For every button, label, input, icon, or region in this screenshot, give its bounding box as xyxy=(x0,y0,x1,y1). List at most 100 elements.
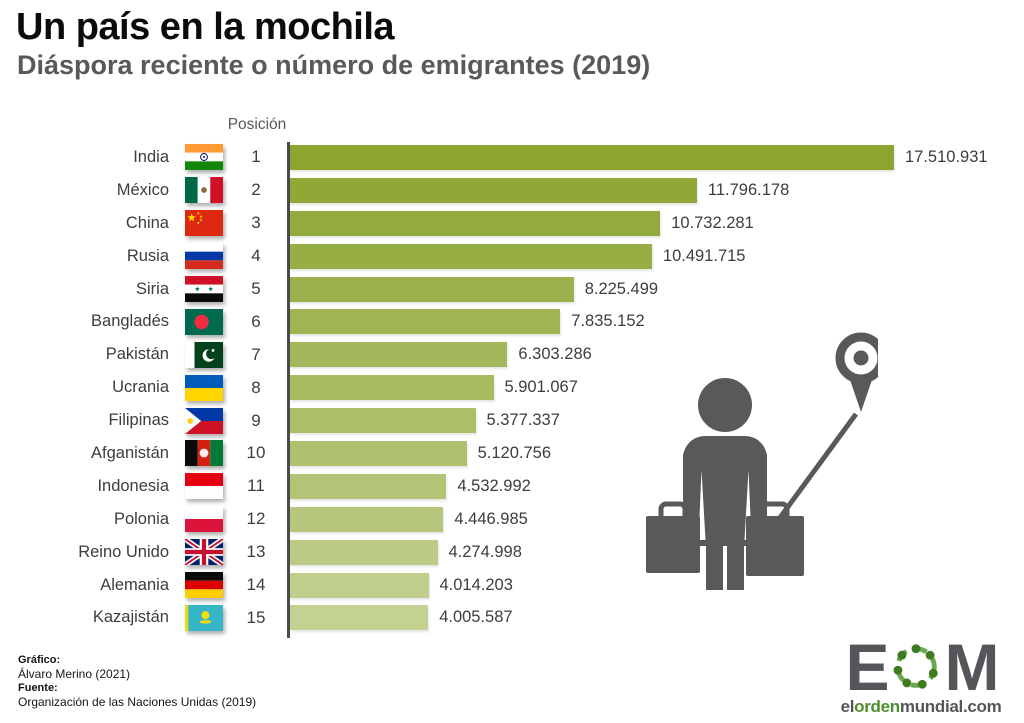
position-number: 8 xyxy=(251,377,261,397)
suitcase-right-icon xyxy=(746,501,804,576)
footer-credits: Gráfico: Álvaro Merino (2021) Fuente: Or… xyxy=(18,653,256,709)
eom-letters: E M xyxy=(845,630,1000,704)
header: Un país en la mochila Diáspora reciente … xyxy=(16,6,650,80)
bar xyxy=(290,342,508,368)
bar xyxy=(290,375,494,401)
flag-germany-icon xyxy=(185,572,225,599)
bar xyxy=(290,605,429,631)
flag-bangladesh-icon xyxy=(185,308,225,335)
country-row: Afganistán 10 5.120.756 xyxy=(12,437,1014,470)
credit-label: Gráfico: xyxy=(18,654,61,666)
country-row: Alemania 14 4.014.203 xyxy=(12,569,1014,602)
flag-indonesia-icon xyxy=(185,473,225,500)
page-title: Un país en la mochila xyxy=(16,6,395,48)
bar-chart: India 1 17.510.931 México 2 11.796.178 China 3 1… xyxy=(12,141,1014,634)
position-number: 5 xyxy=(251,279,261,298)
country-row: Siria 5 8.225.499 xyxy=(12,273,1014,306)
value-label: 4.532.992 xyxy=(457,476,531,495)
value-label: 4.446.985 xyxy=(454,509,528,528)
country-label: Filipinas xyxy=(108,411,169,430)
flag-china-icon xyxy=(185,210,225,237)
country-label: Alemania xyxy=(100,575,169,594)
bar xyxy=(290,177,697,203)
flag-syria-icon xyxy=(185,276,225,302)
eom-letter-m: M xyxy=(944,630,1000,704)
flag-poland-icon xyxy=(185,506,225,533)
flag-pakistan-icon xyxy=(185,341,225,368)
selfie-stick xyxy=(765,412,859,536)
country-label: China xyxy=(125,213,169,232)
bar xyxy=(290,440,467,466)
map-pin-icon xyxy=(835,332,887,412)
traveler-illustration-svg xyxy=(646,332,887,590)
position-column-header: Posición xyxy=(227,116,287,133)
source-label: Fuente: xyxy=(18,682,58,694)
country-label: Indonesia xyxy=(97,476,169,495)
country-row: Ucrania 8 5.901.067 xyxy=(12,371,1014,404)
flag-mexico-icon xyxy=(185,177,225,204)
country-label: Kazajistán xyxy=(92,608,169,627)
bar-track: 11.796.178 xyxy=(287,177,1014,203)
country-label: Ucrania xyxy=(112,378,169,397)
country-row: Bangladés 6 7.835.152 xyxy=(12,305,1014,338)
website-prefix: el xyxy=(840,697,855,717)
eom-logo: E M elordenmundial.com xyxy=(828,630,1014,717)
bar-track: 4.005.587 xyxy=(287,605,1014,631)
bar-track: 10.732.281 xyxy=(287,210,1014,236)
value-label: 4.014.203 xyxy=(439,575,513,594)
position-number: 3 xyxy=(251,213,261,233)
position-number: 14 xyxy=(246,575,266,595)
bar-track: 5.120.756 xyxy=(287,440,1014,466)
bar-track: 8.225.499 xyxy=(287,276,1014,302)
value-label: 8.225.499 xyxy=(584,279,659,298)
suitcase-left-icon xyxy=(646,501,700,573)
eom-o-icon xyxy=(893,644,938,689)
value-label: 11.796.178 xyxy=(707,180,790,199)
value-label: 17.510.931 xyxy=(905,147,988,166)
eom-letter-e: E xyxy=(845,630,889,704)
person-icon xyxy=(683,378,767,590)
country-row: Reino Unido 13 4.274.998 xyxy=(12,536,1014,569)
country-label: India xyxy=(133,147,169,166)
country-row: Polonia 12 4.446.985 xyxy=(12,503,1014,536)
value-label: 7.835.152 xyxy=(571,312,645,331)
country-row: India 1 17.510.931 xyxy=(12,141,1014,174)
position-number: 6 xyxy=(251,311,261,331)
bar-track: 10.491.715 xyxy=(287,243,1014,269)
flag-india-icon xyxy=(185,144,225,171)
position-number: 7 xyxy=(251,344,261,364)
bar-track: 4.532.992 xyxy=(287,473,1014,499)
bar-track: 4.274.998 xyxy=(287,539,1014,565)
country-label: Siria xyxy=(135,279,169,298)
country-row: Indonesia 11 4.532.992 xyxy=(12,470,1014,503)
country-label: Afganistán xyxy=(91,443,169,462)
page-subtitle: Diáspora reciente o número de emigrantes… xyxy=(17,49,651,80)
bar xyxy=(290,572,429,598)
position-number: 4 xyxy=(251,246,261,266)
value-label: 6.303.286 xyxy=(518,345,592,364)
bar xyxy=(290,408,476,434)
bar-track: 6.303.286 xyxy=(287,342,1014,368)
country-label: Polonia xyxy=(113,509,169,528)
bar xyxy=(290,473,447,499)
country-row: Kazajistán 15 4.005.587 xyxy=(12,601,1014,634)
bar xyxy=(290,539,438,565)
flag-philippines-icon xyxy=(185,407,225,434)
flag-uk-icon xyxy=(185,539,225,566)
country-row: China 3 10.732.281 xyxy=(12,207,1014,240)
bar xyxy=(290,506,444,532)
value-label: 5.120.756 xyxy=(477,443,551,462)
website-suffix: mundial.com xyxy=(899,697,1002,717)
country-label: Reino Unido xyxy=(78,542,169,561)
position-number: 13 xyxy=(246,542,266,562)
bar-track: 7.835.152 xyxy=(287,309,1014,335)
bar xyxy=(290,144,894,170)
position-number: 10 xyxy=(246,443,266,463)
bar xyxy=(290,243,652,269)
country-row: Rusia 4 10.491.715 xyxy=(12,240,1014,273)
source-value: Organización de las Naciones Unidas (201… xyxy=(18,695,257,709)
country-row: Filipinas 9 5.377.337 xyxy=(12,404,1014,437)
position-number: 9 xyxy=(251,410,261,430)
position-number: 12 xyxy=(246,509,266,529)
